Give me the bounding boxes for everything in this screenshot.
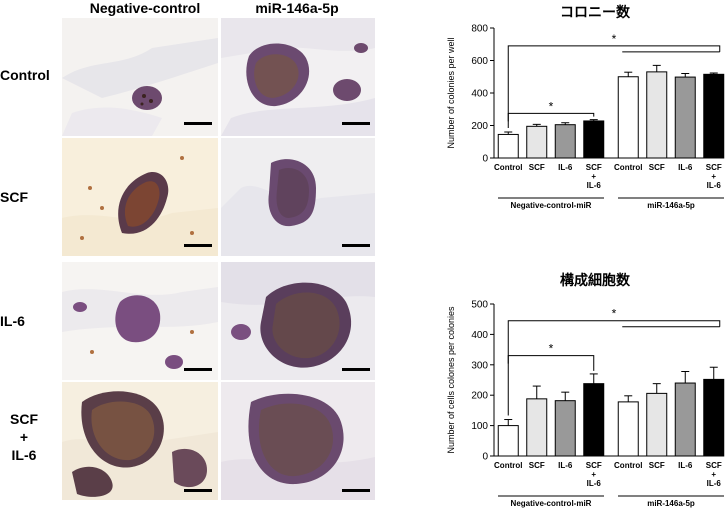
y-tick-label: 0 xyxy=(482,154,488,165)
bar xyxy=(497,425,519,457)
category-label: + xyxy=(711,470,716,479)
scale-bar xyxy=(342,122,370,125)
micrograph-negative-control-scf xyxy=(62,138,218,256)
y-tick-label: 200 xyxy=(471,391,488,402)
significance-bracket xyxy=(507,355,595,371)
bar xyxy=(554,124,576,159)
bar xyxy=(703,73,725,159)
y-tick-label: 400 xyxy=(471,89,488,100)
category-label: IL-6 xyxy=(558,163,573,172)
bar xyxy=(617,76,639,159)
y-tick-label: 100 xyxy=(471,421,488,432)
significance-star: * xyxy=(549,99,554,113)
bar xyxy=(583,383,605,457)
y-tick-label: 500 xyxy=(471,300,488,311)
bar xyxy=(617,401,639,457)
category-label: IL-6 xyxy=(587,181,602,190)
category-label: IL-6 xyxy=(707,181,722,190)
micrograph-mir146-control xyxy=(221,18,375,136)
y-tick-label: 400 xyxy=(471,330,488,341)
significance-star: * xyxy=(612,32,617,46)
micrograph-negative-control-scf-il6 xyxy=(62,382,218,500)
row-header-line-3: IL-6 xyxy=(11,447,37,463)
category-label: IL-6 xyxy=(707,479,722,488)
significance-star: * xyxy=(612,307,617,321)
scale-bar xyxy=(184,368,212,371)
category-label: + xyxy=(591,470,596,479)
row-header-scf: SCF xyxy=(0,189,28,205)
colony-count-chart: 0 200 400 600 800 Number of colonies per well… xyxy=(446,24,725,210)
category-label: SCF xyxy=(649,461,665,470)
y-tick-label: 600 xyxy=(471,56,488,67)
chart-title-cell-count: 構成細胞数 xyxy=(560,272,630,288)
bar xyxy=(583,120,605,159)
scale-bar xyxy=(184,122,212,125)
significance-bracket xyxy=(507,45,721,128)
group-label: miR-146a-5p xyxy=(647,499,695,508)
category-label: SCF xyxy=(529,461,545,470)
scale-bar xyxy=(184,244,212,247)
micrograph-mir146-scf-il6 xyxy=(221,382,375,500)
category-label: Control xyxy=(614,461,642,470)
column-header-mir-146a-5p: miR-146a-5p xyxy=(255,0,339,16)
category-label: SCF xyxy=(529,163,545,172)
category-label: + xyxy=(591,172,596,181)
bar xyxy=(646,392,668,457)
category-label: IL-6 xyxy=(678,163,693,172)
bar xyxy=(526,398,548,457)
y-axis-label: Number of cells colones per colonies xyxy=(446,306,456,454)
category-label: Control xyxy=(614,163,642,172)
row-header-line-2: + xyxy=(19,429,29,445)
micrograph-mir146-il6 xyxy=(221,262,375,380)
cell-count-chart: 0 100 200 300 400 500 Number of cells colones … xyxy=(446,300,725,508)
y-tick-label: 300 xyxy=(471,360,488,371)
bar xyxy=(646,71,668,159)
bar xyxy=(497,133,519,159)
significance-bracket xyxy=(507,112,595,122)
row-header-control: Control xyxy=(0,67,50,83)
micrograph-negative-control-il6 xyxy=(62,262,218,380)
scale-bar xyxy=(184,489,212,492)
bar xyxy=(674,382,696,457)
significance-bracket xyxy=(507,320,721,416)
micrograph-negative-control-control xyxy=(62,18,218,136)
category-label: SCF xyxy=(649,163,665,172)
row-header-scf-il6: SCF + IL-6 xyxy=(0,410,48,464)
y-tick-label: 800 xyxy=(471,24,488,35)
category-label: SCF xyxy=(706,163,722,172)
row-header-il6: IL-6 xyxy=(0,313,25,329)
category-label: + xyxy=(711,172,716,181)
group-label: Negative-control-miR xyxy=(511,499,592,508)
scale-bar xyxy=(342,244,370,247)
category-label: Control xyxy=(494,461,522,470)
column-header-negative-control: Negative-control xyxy=(89,0,201,16)
chart-title-colony-count: コロニー数 xyxy=(560,4,630,20)
category-label: SCF xyxy=(706,461,722,470)
row-header-line-1: SCF xyxy=(10,411,38,427)
category-label: IL-6 xyxy=(587,479,602,488)
category-label: SCF xyxy=(586,461,602,470)
bar xyxy=(526,125,548,159)
category-label: IL-6 xyxy=(558,461,573,470)
bar xyxy=(703,378,725,457)
y-tick-label: 0 xyxy=(482,452,488,463)
bar xyxy=(554,400,576,457)
group-label: Negative-control-miR xyxy=(511,201,592,210)
micrograph-mir146-scf xyxy=(221,138,375,256)
category-label: Control xyxy=(494,163,522,172)
scale-bar xyxy=(342,489,370,492)
bar xyxy=(674,76,696,159)
significance-star: * xyxy=(549,342,554,356)
category-label: SCF xyxy=(586,163,602,172)
category-label: IL-6 xyxy=(678,461,693,470)
group-label: miR-146a-5p xyxy=(647,201,695,210)
y-tick-label: 200 xyxy=(471,121,488,132)
y-axis-label: Number of colonies per well xyxy=(446,37,456,148)
scale-bar xyxy=(342,368,370,371)
